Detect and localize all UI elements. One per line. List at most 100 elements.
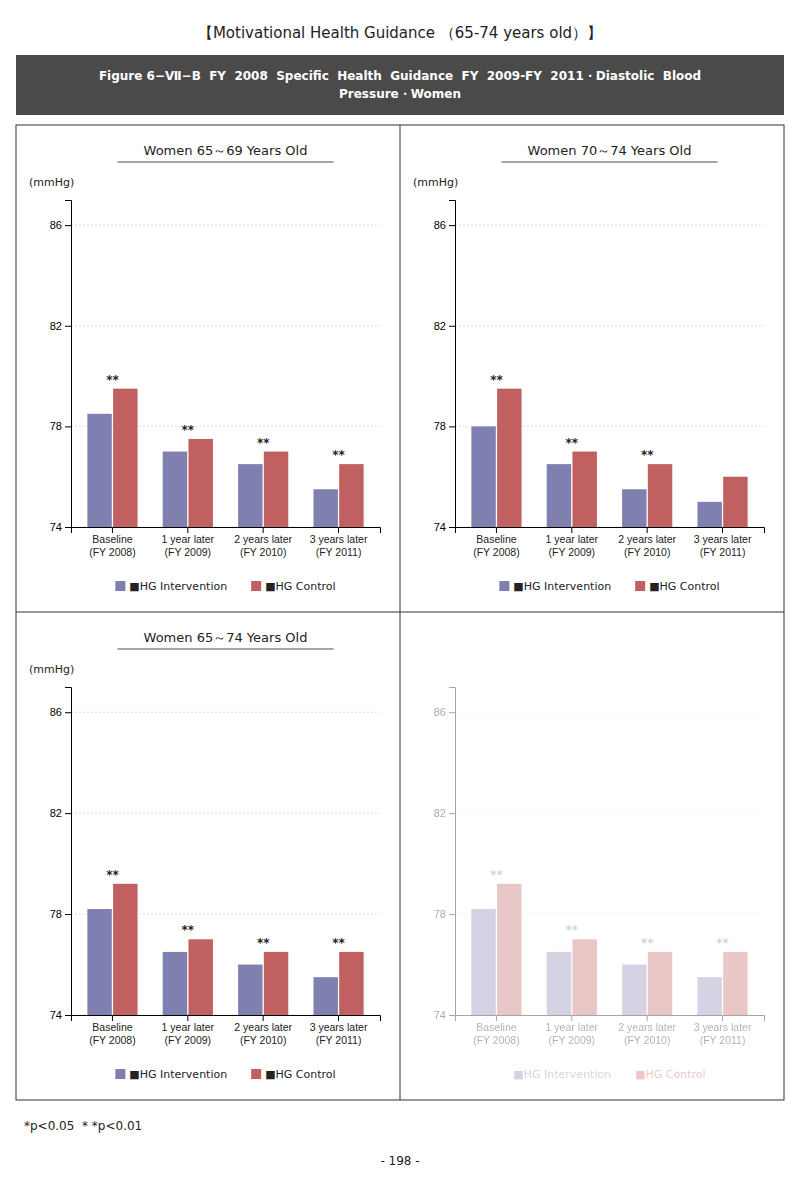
legend-swatch xyxy=(635,581,645,591)
x-tick-label-line: (FY 2011) xyxy=(700,546,746,558)
grid-line xyxy=(71,813,380,814)
x-tick-label-line: (FY 2008) xyxy=(89,546,136,558)
bar xyxy=(87,909,111,1015)
title-underline xyxy=(117,649,333,650)
bar xyxy=(339,464,363,527)
x-tick-label-line: (FY 2009) xyxy=(165,1034,212,1046)
x-tick-mark xyxy=(187,1015,188,1021)
x-tick-label-line: 3 years later xyxy=(694,1021,752,1033)
bar xyxy=(497,389,521,527)
y-tick-mark xyxy=(65,326,71,327)
y-tick-mark xyxy=(449,527,455,528)
x-tick-label-line: 2 years later xyxy=(234,533,292,545)
bar xyxy=(113,389,137,527)
y-tick-label: 78 xyxy=(434,908,446,920)
bar xyxy=(471,909,495,1015)
y-tick-mark xyxy=(449,225,455,226)
bar xyxy=(113,884,137,1015)
x-tick-label-line: (FY 2011) xyxy=(316,1034,362,1046)
grid xyxy=(455,225,764,527)
y-tick-mark xyxy=(449,326,455,327)
y-axis-label: (mmHg) xyxy=(29,663,74,676)
bars xyxy=(471,884,747,1015)
bar xyxy=(497,884,521,1015)
x-tick-label: 3 years later(FY 2011) xyxy=(694,533,752,558)
legend: ■HG Intervention■HG Control xyxy=(499,580,719,593)
y-axis-label: (mmHg) xyxy=(29,176,74,189)
y-tick: 86 xyxy=(434,219,455,231)
legend-item: ■HG Control xyxy=(251,1068,335,1081)
title-underline xyxy=(117,162,333,163)
y-axis-line xyxy=(449,688,456,1016)
panel: ********74788286Baseline(FY 2008)1 year … xyxy=(434,688,765,1082)
x-tick-mark xyxy=(263,527,264,533)
significance-marker: ** xyxy=(182,423,195,437)
x-axis-line xyxy=(456,528,765,534)
x-axis: Baseline(FY 2008)1 year later(FY 2009)2 … xyxy=(456,1015,765,1046)
bar xyxy=(87,414,111,527)
bar xyxy=(188,939,212,1015)
bar xyxy=(547,464,571,527)
bar xyxy=(264,452,288,527)
x-axis-line xyxy=(456,1016,765,1022)
y-tick: 86 xyxy=(50,706,71,718)
significance-marker: ** xyxy=(257,436,270,450)
bar xyxy=(622,965,646,1015)
grid xyxy=(71,225,380,527)
x-tick-mark xyxy=(112,527,113,533)
x-tick-label: 1 year later(FY 2009) xyxy=(162,1021,215,1046)
bar xyxy=(572,452,596,527)
x-tick-label: Baseline(FY 2008) xyxy=(473,533,520,558)
bar xyxy=(163,452,187,527)
x-tick: 2 years later(FY 2010) xyxy=(618,1015,676,1046)
x-tick-mark xyxy=(647,1015,648,1021)
x-tick-mark xyxy=(722,527,723,533)
bar xyxy=(264,952,288,1015)
y-tick-label: 82 xyxy=(434,320,446,332)
bar xyxy=(697,977,721,1015)
legend: ■HG Intervention■HG Control xyxy=(115,580,335,593)
legend-label: ■HG Intervention xyxy=(129,580,227,593)
x-tick: 3 years later(FY 2011) xyxy=(310,1015,368,1046)
footnote: *p<0.05 * *p<0.01 xyxy=(24,1119,142,1133)
significance-marker: ** xyxy=(182,923,195,937)
x-tick-label: Baseline(FY 2008) xyxy=(473,1021,520,1046)
y-tick-mark xyxy=(65,225,71,226)
grid xyxy=(455,712,764,1015)
significance-marker: ** xyxy=(332,936,345,950)
x-tick: 2 years later(FY 2010) xyxy=(618,527,676,558)
x-tick-mark xyxy=(496,1015,497,1021)
legend-item: ■HG Intervention xyxy=(115,580,227,593)
legend-label: ■HG Intervention xyxy=(513,1068,611,1081)
bar xyxy=(313,489,337,527)
x-tick-label-line: 3 years later xyxy=(310,533,368,545)
x-tick-mark xyxy=(263,1015,264,1021)
y-tick-mark xyxy=(65,813,71,814)
y-tick-label: 82 xyxy=(50,807,62,819)
grid-line xyxy=(455,225,764,226)
y-tick-label: 86 xyxy=(50,706,62,718)
grid-line xyxy=(455,325,764,326)
y-tick-label: 78 xyxy=(434,420,446,432)
significance-marker: ** xyxy=(641,936,654,950)
x-tick: Baseline(FY 2008) xyxy=(89,1015,136,1046)
y-tick-label: 78 xyxy=(50,420,62,432)
y-tick-mark xyxy=(65,914,71,915)
y-tick: 82 xyxy=(434,807,455,819)
page-title: 【Motivational Health Guidance （65-74 yea… xyxy=(198,24,602,42)
y-tick: 78 xyxy=(50,420,71,432)
legend-swatch xyxy=(499,581,509,591)
y-tick-mark xyxy=(65,527,71,528)
x-tick-label-line: 2 years later xyxy=(234,1021,292,1033)
title-underline xyxy=(501,162,717,163)
grid-line xyxy=(71,225,380,226)
x-tick-label-line: (FY 2009) xyxy=(549,1034,596,1046)
x-tick-mark xyxy=(112,1015,113,1021)
x-tick-label: 3 years later(FY 2011) xyxy=(310,1021,368,1046)
x-tick-mark xyxy=(647,527,648,533)
bar xyxy=(723,477,747,527)
y-tick: 86 xyxy=(50,219,71,231)
y-tick-mark xyxy=(449,712,455,713)
legend-swatch xyxy=(251,581,261,591)
significance-marker: ** xyxy=(106,373,119,387)
